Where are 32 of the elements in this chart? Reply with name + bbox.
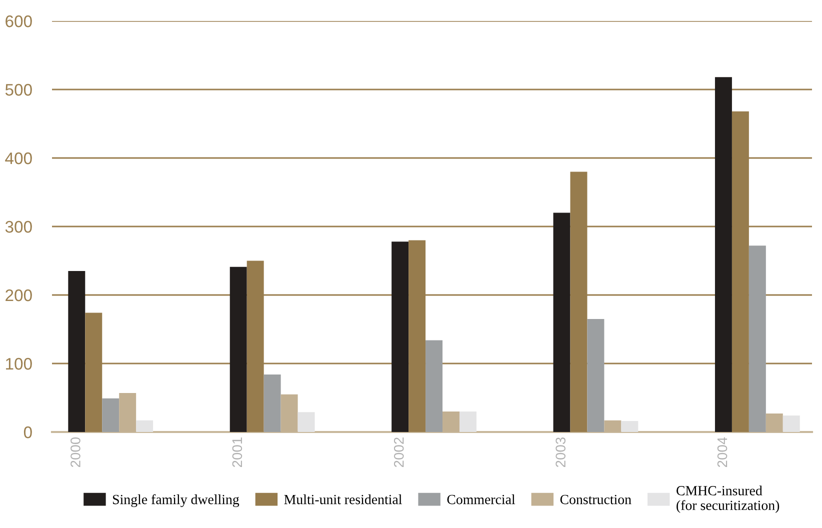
bar bbox=[426, 340, 443, 432]
y-tick-label: 500 bbox=[5, 84, 32, 96]
bar bbox=[102, 398, 120, 432]
bar bbox=[230, 266, 247, 432]
bar bbox=[782, 416, 800, 432]
y-tick-label: 200 bbox=[6, 289, 32, 302]
y-tick-label: 600 bbox=[6, 15, 32, 28]
bar bbox=[553, 212, 570, 432]
y-tick-label: 400 bbox=[5, 152, 32, 164]
bar bbox=[748, 246, 766, 432]
bar bbox=[136, 420, 154, 432]
bar bbox=[298, 412, 315, 432]
legend-label: Single family dwelling bbox=[112, 494, 240, 508]
bar bbox=[68, 271, 86, 432]
y-tick-label: 300 bbox=[5, 220, 32, 233]
x-tick-label: 2001 bbox=[232, 438, 242, 468]
bar bbox=[392, 242, 409, 432]
bar bbox=[714, 77, 732, 432]
bar bbox=[459, 411, 476, 432]
bar bbox=[587, 318, 604, 432]
bar bbox=[264, 374, 281, 432]
x-tick-label: 2003 bbox=[556, 437, 566, 468]
legend-label: Multi-unit residential bbox=[284, 494, 402, 504]
legend-label: Construction bbox=[560, 494, 632, 504]
legend-label: Commercial bbox=[447, 494, 516, 504]
y-tick-label: 0 bbox=[24, 426, 32, 438]
bar bbox=[621, 421, 638, 432]
x-tick-label: 2000 bbox=[70, 437, 80, 468]
x-tick-label: 2004 bbox=[717, 437, 728, 468]
legend-label: CMHC-insured (for securitization) bbox=[676, 486, 780, 513]
x-tick-label: 2002 bbox=[394, 438, 404, 468]
y-tick-label: 100 bbox=[6, 358, 32, 370]
